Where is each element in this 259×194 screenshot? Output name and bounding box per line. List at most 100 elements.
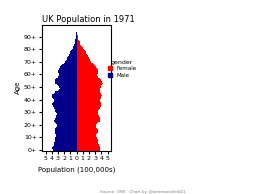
- Bar: [55, 119, 77, 120]
- Bar: [77, 105, 101, 107]
- Bar: [77, 74, 97, 75]
- Bar: [77, 113, 98, 114]
- Bar: [77, 70, 98, 71]
- Bar: [77, 103, 101, 104]
- Bar: [55, 128, 77, 129]
- Bar: [77, 130, 98, 132]
- Bar: [52, 94, 77, 95]
- Bar: [77, 125, 96, 127]
- Bar: [58, 71, 77, 73]
- Bar: [76, 35, 77, 36]
- Bar: [56, 115, 77, 117]
- Bar: [77, 112, 98, 113]
- Bar: [77, 91, 100, 93]
- Bar: [77, 128, 97, 129]
- Bar: [77, 129, 98, 130]
- Bar: [77, 94, 101, 95]
- Bar: [55, 139, 77, 140]
- Bar: [77, 147, 100, 148]
- Bar: [58, 76, 77, 78]
- Bar: [54, 107, 77, 108]
- Bar: [69, 54, 77, 55]
- Bar: [77, 83, 103, 84]
- Bar: [77, 101, 101, 103]
- Bar: [77, 123, 97, 124]
- Bar: [77, 120, 99, 122]
- Bar: [77, 78, 99, 79]
- Bar: [77, 133, 97, 134]
- Bar: [77, 36, 78, 37]
- Bar: [77, 44, 80, 45]
- Bar: [52, 148, 77, 149]
- Bar: [59, 69, 77, 70]
- Bar: [54, 108, 77, 109]
- Bar: [55, 130, 77, 132]
- Bar: [77, 60, 90, 61]
- Bar: [57, 125, 77, 127]
- Bar: [59, 86, 77, 88]
- Bar: [77, 52, 87, 54]
- Bar: [66, 60, 77, 61]
- Bar: [55, 129, 77, 130]
- Bar: [65, 61, 77, 62]
- Bar: [54, 93, 77, 94]
- Bar: [77, 95, 102, 96]
- Bar: [77, 65, 95, 66]
- Bar: [56, 127, 77, 128]
- Bar: [56, 135, 77, 137]
- Bar: [77, 122, 98, 123]
- Bar: [77, 132, 98, 133]
- Bar: [77, 148, 100, 149]
- Bar: [53, 98, 77, 99]
- Bar: [75, 41, 77, 42]
- Bar: [67, 59, 77, 60]
- Bar: [59, 74, 77, 75]
- Bar: [77, 68, 97, 69]
- Bar: [74, 46, 77, 47]
- Bar: [77, 143, 98, 144]
- Bar: [70, 52, 77, 54]
- Bar: [57, 114, 77, 115]
- Bar: [77, 61, 91, 62]
- Bar: [77, 138, 97, 139]
- Y-axis label: Age: Age: [15, 81, 21, 94]
- Bar: [52, 147, 77, 148]
- Bar: [54, 143, 77, 144]
- Bar: [77, 146, 99, 147]
- Bar: [54, 100, 77, 101]
- Bar: [57, 113, 77, 114]
- Bar: [58, 70, 77, 71]
- Bar: [55, 140, 77, 142]
- Bar: [77, 149, 99, 151]
- Bar: [59, 73, 77, 74]
- Legend: Female, Male: Female, Male: [107, 60, 136, 78]
- Bar: [77, 75, 97, 76]
- Bar: [77, 51, 86, 52]
- Bar: [61, 65, 77, 66]
- Bar: [55, 122, 77, 123]
- Bar: [77, 57, 89, 59]
- Bar: [77, 88, 100, 89]
- Bar: [77, 139, 98, 140]
- Bar: [77, 93, 101, 94]
- Bar: [77, 55, 88, 56]
- Bar: [77, 110, 98, 112]
- Bar: [55, 110, 77, 112]
- Bar: [77, 140, 98, 142]
- Bar: [58, 90, 77, 91]
- Bar: [77, 73, 98, 74]
- Bar: [77, 35, 78, 36]
- Bar: [54, 144, 77, 146]
- Bar: [77, 118, 100, 119]
- Bar: [77, 64, 94, 65]
- Bar: [76, 37, 77, 39]
- Bar: [77, 46, 82, 47]
- Bar: [77, 96, 101, 98]
- Bar: [53, 146, 77, 147]
- Bar: [77, 71, 98, 73]
- Bar: [55, 132, 77, 133]
- Bar: [76, 36, 77, 37]
- Bar: [74, 45, 77, 46]
- Bar: [55, 79, 77, 80]
- Bar: [77, 37, 78, 39]
